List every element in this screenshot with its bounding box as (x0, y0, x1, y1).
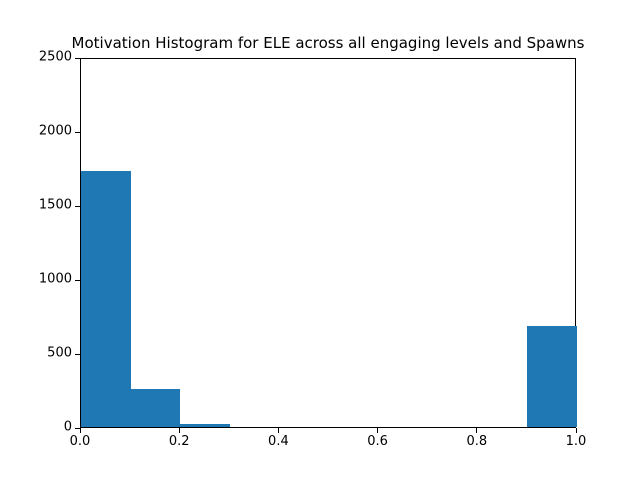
x-tick-label: 1.0 (565, 434, 587, 449)
y-tick-mark (75, 353, 80, 355)
y-tick-mark (75, 427, 80, 429)
x-tick-mark (277, 428, 279, 433)
x-tick-label: 0.2 (168, 434, 190, 449)
x-tick-mark (178, 428, 180, 433)
y-tick-mark (75, 279, 80, 281)
x-tick-label: 0.4 (268, 434, 289, 449)
y-tick-label: 2000 (38, 123, 72, 139)
x-tick-label: 0.0 (69, 434, 91, 449)
x-tick-mark (377, 428, 379, 433)
x-tick-mark (575, 428, 577, 433)
y-tick-label: 0 (63, 419, 72, 435)
y-tick-mark (75, 131, 80, 133)
y-tick-label: 2500 (38, 49, 72, 65)
y-tick-label: 500 (47, 345, 72, 361)
x-tick-label: 0.6 (367, 434, 388, 449)
histogram-bar (527, 325, 577, 427)
x-tick-label: 0.8 (466, 434, 488, 449)
histogram-bar (130, 388, 181, 427)
histogram-bar (81, 170, 131, 427)
histogram-bar (180, 424, 230, 427)
y-tick-mark (75, 57, 80, 59)
chart-title: Motivation Histogram for ELE across all … (71, 34, 585, 52)
y-tick-mark (75, 205, 80, 207)
x-tick-mark (476, 428, 478, 433)
y-tick-label: 1000 (38, 271, 72, 287)
x-tick-mark (79, 428, 81, 433)
y-tick-label: 1500 (38, 197, 72, 213)
plot-area (80, 58, 577, 428)
